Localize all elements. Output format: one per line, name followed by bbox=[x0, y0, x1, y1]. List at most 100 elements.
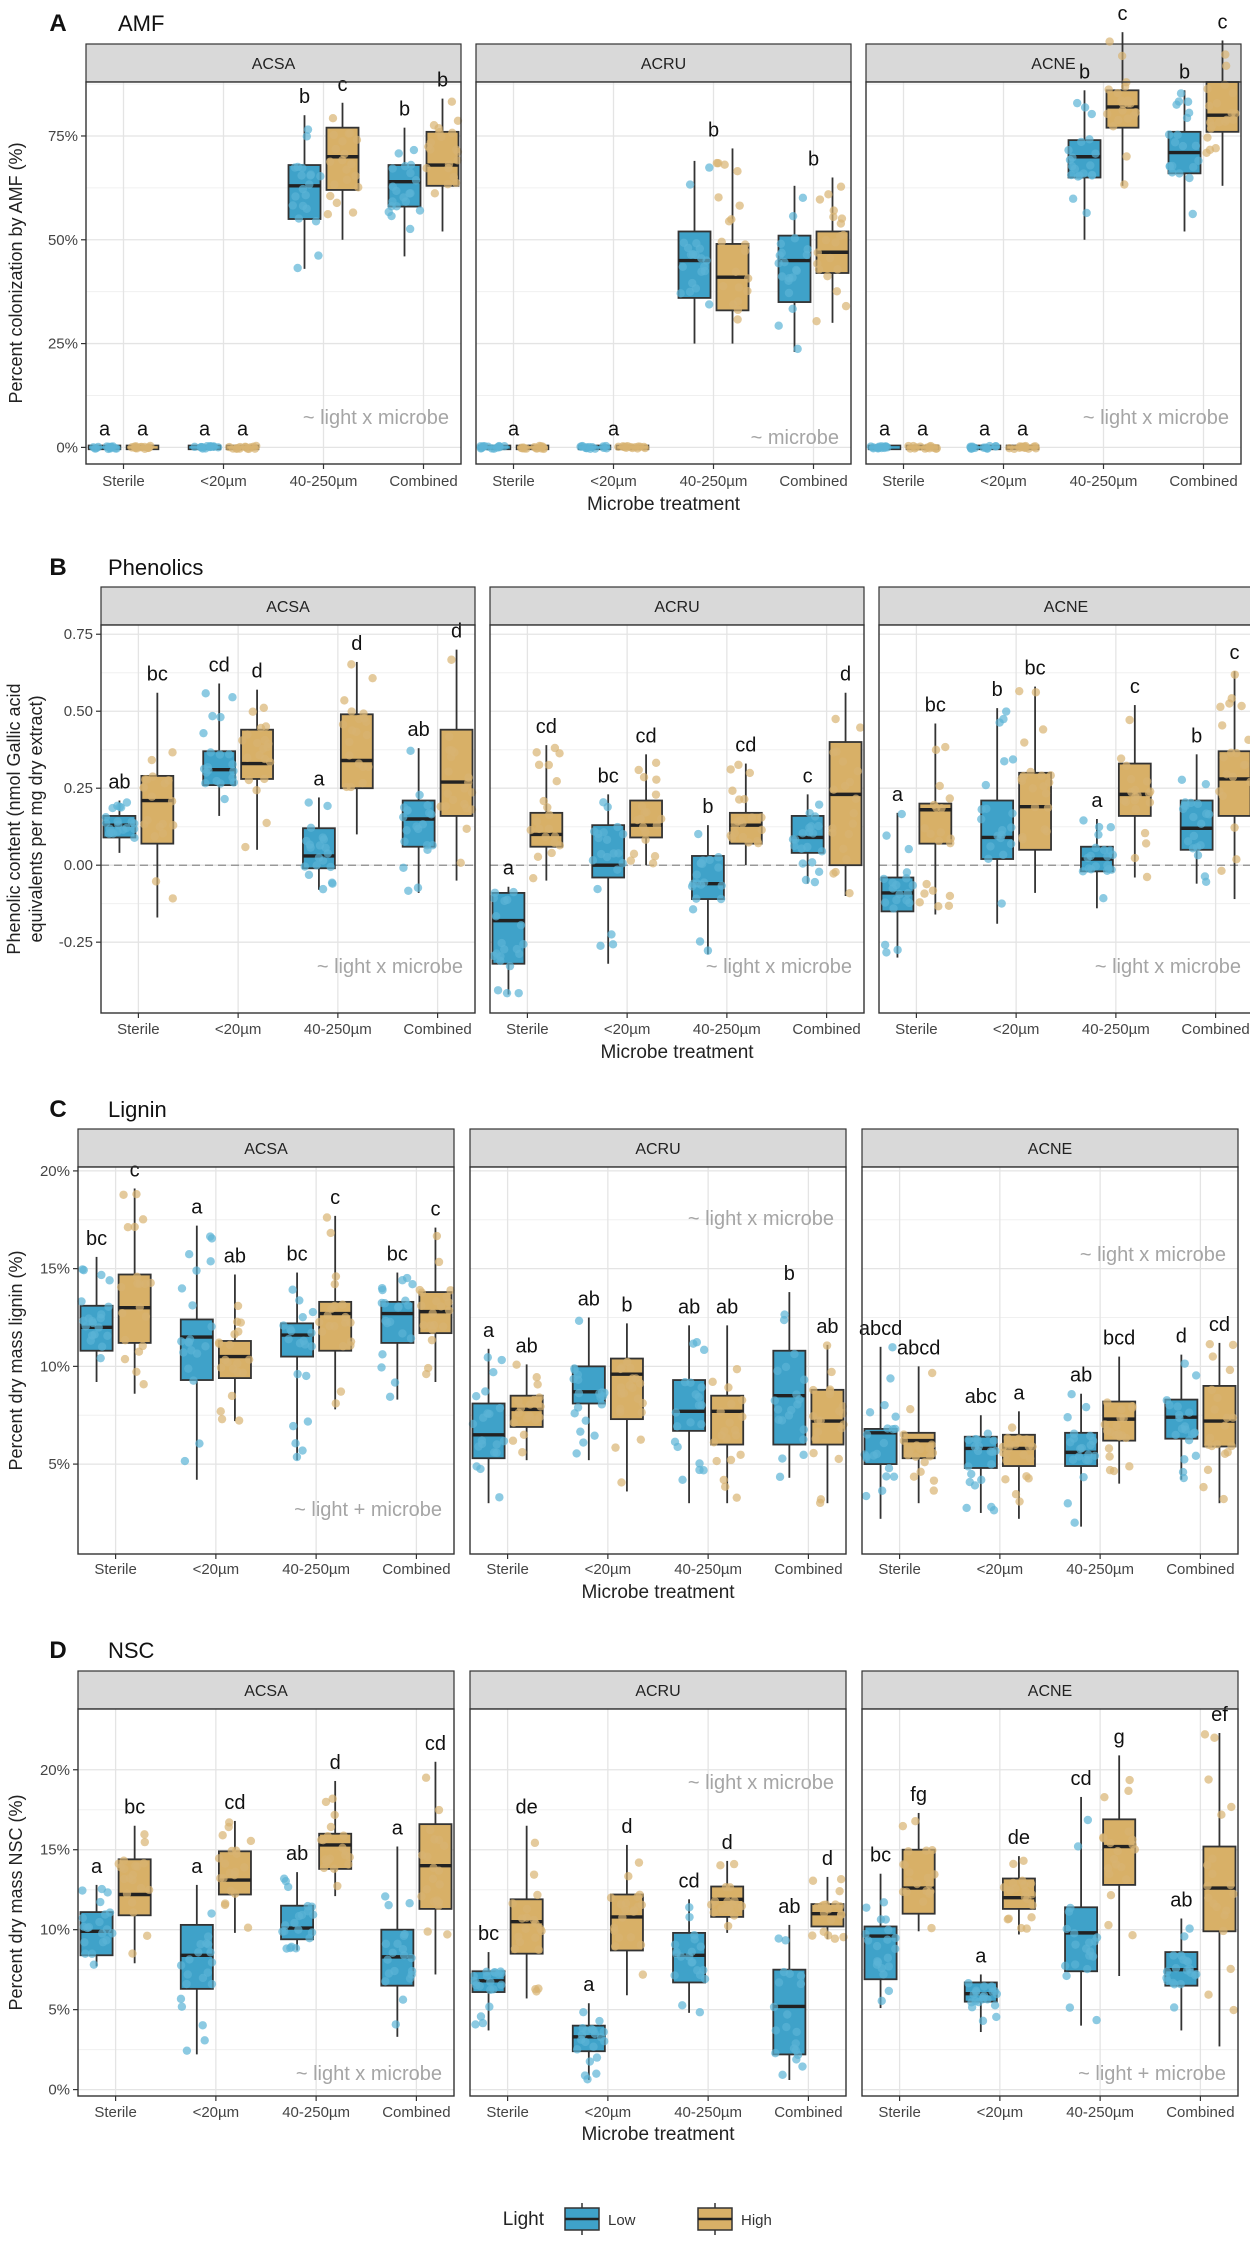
data-point bbox=[1004, 1914, 1013, 1923]
data-point bbox=[743, 274, 753, 283]
data-point bbox=[509, 887, 518, 897]
data-point bbox=[321, 1797, 331, 1807]
data-point bbox=[385, 1392, 395, 1402]
data-point bbox=[1162, 1396, 1172, 1405]
data-point bbox=[823, 271, 832, 281]
significance-letter: ab bbox=[108, 772, 130, 794]
significance-letter: ab bbox=[1170, 1889, 1192, 1911]
data-point bbox=[176, 1961, 186, 1970]
data-point bbox=[348, 208, 358, 217]
data-point bbox=[514, 988, 523, 998]
data-point bbox=[912, 1879, 922, 1889]
data-point bbox=[1206, 124, 1216, 133]
data-point bbox=[1071, 1940, 1080, 1949]
data-point bbox=[781, 1362, 791, 1372]
box-high-40-250µm bbox=[315, 1213, 356, 1410]
data-point bbox=[977, 1475, 986, 1485]
data-point bbox=[135, 1302, 145, 1312]
data-point bbox=[1070, 1929, 1079, 1938]
significance-letter: cd bbox=[735, 735, 756, 757]
data-point bbox=[577, 442, 587, 451]
x-tick-label: 40-250µm bbox=[1070, 473, 1138, 490]
x-tick-label: Combined bbox=[1181, 1021, 1249, 1038]
data-point bbox=[406, 160, 416, 170]
data-point bbox=[224, 750, 234, 759]
data-point bbox=[304, 798, 313, 807]
data-point bbox=[610, 1942, 620, 1951]
data-point bbox=[651, 790, 661, 799]
data-point bbox=[311, 217, 321, 226]
data-point bbox=[1204, 1893, 1213, 1903]
data-point bbox=[262, 818, 271, 828]
data-point bbox=[330, 1810, 339, 1820]
data-point bbox=[122, 1889, 132, 1898]
data-point bbox=[119, 1874, 129, 1884]
data-point bbox=[861, 1929, 870, 1939]
facet-strip bbox=[878, 586, 1250, 626]
data-point bbox=[547, 848, 556, 858]
data-point bbox=[695, 1459, 704, 1468]
box-low-Combined bbox=[384, 127, 425, 257]
significance-letter: c bbox=[330, 1187, 340, 1209]
data-point bbox=[589, 2042, 598, 2051]
data-point bbox=[783, 2010, 792, 2019]
data-point bbox=[1094, 822, 1104, 832]
x-tick-label: Combined bbox=[779, 473, 847, 490]
box-low-40-250µm bbox=[1078, 816, 1118, 909]
data-point bbox=[1208, 1854, 1217, 1863]
box-high-Sterile bbox=[899, 1366, 939, 1504]
x-tick-label: <20µm bbox=[604, 1021, 651, 1038]
data-point bbox=[248, 707, 257, 716]
data-point bbox=[1031, 688, 1041, 697]
data-point bbox=[792, 265, 801, 275]
data-point bbox=[881, 1915, 890, 1924]
data-point bbox=[1009, 1859, 1018, 1869]
data-point bbox=[140, 1830, 149, 1839]
data-point bbox=[390, 1378, 400, 1387]
facet-strip bbox=[85, 43, 462, 83]
data-point bbox=[448, 795, 458, 805]
data-point bbox=[770, 1396, 780, 1405]
box-low-<20µm bbox=[571, 2003, 609, 2084]
data-point bbox=[814, 821, 823, 831]
data-point bbox=[999, 714, 1008, 724]
significance-letter: b bbox=[1191, 725, 1202, 747]
data-point bbox=[304, 870, 314, 880]
data-point bbox=[1203, 1860, 1212, 1870]
data-point bbox=[89, 1960, 99, 1969]
data-point bbox=[1085, 135, 1094, 144]
data-point bbox=[533, 1380, 542, 1389]
data-point bbox=[142, 775, 152, 784]
data-point bbox=[574, 1389, 584, 1398]
x-tick-label: <20µm bbox=[977, 1561, 1024, 1578]
data-point bbox=[228, 773, 237, 782]
significance-letter: c bbox=[430, 1199, 440, 1221]
data-point bbox=[753, 836, 762, 846]
data-point bbox=[597, 1400, 607, 1409]
significance-letter: bc bbox=[1025, 658, 1046, 680]
data-point bbox=[522, 1904, 532, 1914]
data-point bbox=[522, 444, 531, 453]
data-point bbox=[453, 147, 463, 157]
data-point bbox=[207, 1322, 216, 1331]
y-tick-label: 20% bbox=[40, 1762, 70, 1779]
box-high-Combined bbox=[436, 649, 477, 881]
data-point bbox=[725, 1418, 734, 1427]
significance-letter: c bbox=[1230, 642, 1240, 664]
data-point bbox=[833, 265, 842, 274]
data-point bbox=[1122, 1875, 1131, 1884]
data-point bbox=[1177, 1951, 1186, 1960]
x-tick-label: 40-250µm bbox=[1066, 2104, 1134, 2121]
data-point bbox=[1073, 98, 1082, 108]
data-point bbox=[879, 874, 889, 884]
data-point bbox=[128, 1949, 137, 1958]
data-point bbox=[891, 1424, 900, 1434]
significance-letter: ab bbox=[516, 1335, 538, 1357]
data-point bbox=[697, 1400, 706, 1410]
data-point bbox=[986, 1447, 995, 1456]
data-point bbox=[798, 193, 808, 203]
significance-letter: a bbox=[503, 858, 515, 880]
data-point bbox=[1024, 1442, 1034, 1451]
data-point bbox=[218, 1831, 227, 1840]
